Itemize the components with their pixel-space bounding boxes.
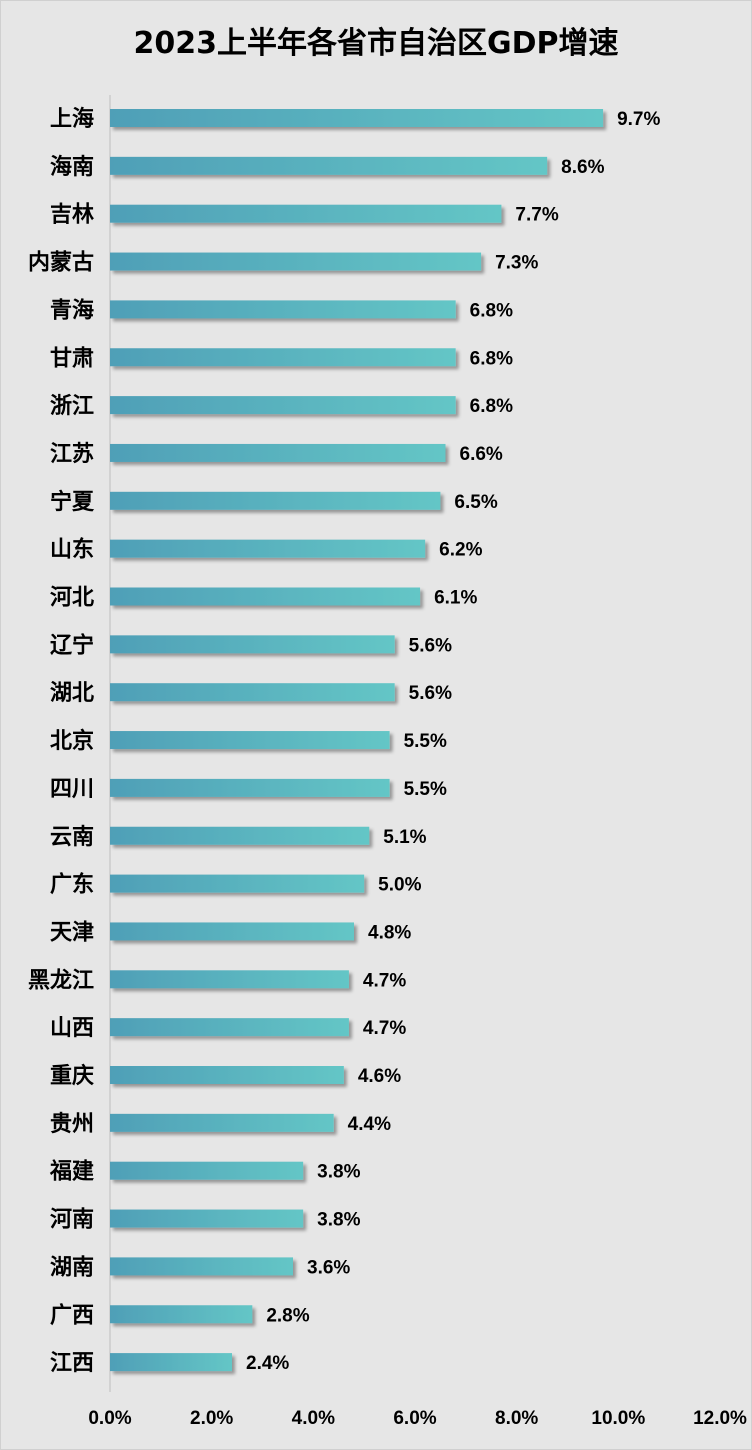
bar <box>110 826 370 845</box>
data-label: 6.6% <box>460 444 503 465</box>
x-tick-label: 0.0% <box>88 1408 131 1429</box>
x-tick-label: 8.0% <box>495 1408 538 1429</box>
category-label: 山西 <box>50 1016 94 1041</box>
category-label: 河南 <box>50 1208 94 1233</box>
bar <box>110 874 365 893</box>
bar <box>110 731 390 750</box>
category-label: 辽宁 <box>50 632 94 658</box>
category-label: 山东 <box>50 537 94 563</box>
category-label: 贵州 <box>50 1112 94 1137</box>
bar <box>110 204 502 223</box>
category-label: 湖南 <box>50 1255 94 1280</box>
chart-title: 2023上半年各省市自治区GDP增速 <box>133 26 619 61</box>
x-tick-label: 10.0% <box>591 1408 645 1429</box>
bar <box>110 1018 349 1037</box>
data-label: 6.8% <box>470 348 513 369</box>
data-label: 4.7% <box>363 970 406 991</box>
category-label: 江西 <box>50 1351 94 1376</box>
data-label: 5.6% <box>409 635 452 656</box>
category-label: 吉林 <box>50 202 94 228</box>
bar <box>110 587 421 606</box>
bar <box>110 1209 304 1228</box>
data-label: 6.8% <box>470 396 513 417</box>
data-label: 7.7% <box>515 205 558 226</box>
data-label: 4.7% <box>363 1018 406 1039</box>
bar <box>110 491 441 510</box>
data-label: 4.8% <box>368 922 411 943</box>
data-label: 6.2% <box>439 540 482 561</box>
category-label: 福建 <box>49 1160 94 1185</box>
data-label: 5.6% <box>409 683 452 704</box>
category-label: 广东 <box>50 872 94 898</box>
data-label: 3.8% <box>317 1162 360 1183</box>
bar <box>110 1113 334 1132</box>
bar <box>110 443 446 462</box>
data-label: 5.0% <box>378 875 421 896</box>
bar <box>110 109 604 127</box>
category-label: 云南 <box>50 825 94 850</box>
category-label: 内蒙古 <box>28 250 94 276</box>
category-label: 浙江 <box>50 394 94 419</box>
data-label: 6.5% <box>454 492 497 513</box>
bar <box>110 683 395 702</box>
bar <box>110 300 456 319</box>
x-tick-label: 2.0% <box>190 1408 233 1429</box>
category-label: 上海 <box>50 106 94 132</box>
data-label: 3.6% <box>307 1257 350 1278</box>
category-label: 天津 <box>50 919 94 945</box>
data-label: 5.5% <box>404 731 447 752</box>
bar <box>110 1257 293 1276</box>
x-tick-label: 4.0% <box>292 1408 335 1429</box>
category-label: 甘肃 <box>50 345 94 371</box>
category-label: 海南 <box>50 154 94 180</box>
category-label: 江苏 <box>50 441 94 467</box>
category-label: 北京 <box>50 728 94 754</box>
category-label: 黑龙江 <box>28 968 94 993</box>
bar <box>110 970 349 989</box>
bar <box>110 778 390 797</box>
data-label: 6.8% <box>470 300 513 321</box>
bar <box>110 1305 253 1324</box>
category-label: 四川 <box>50 777 94 802</box>
data-label: 4.6% <box>358 1066 401 1087</box>
bar <box>110 1066 344 1084</box>
category-label: 青海 <box>50 297 94 323</box>
bar <box>110 396 456 415</box>
data-label: 8.6% <box>561 157 604 178</box>
data-label: 5.1% <box>383 827 426 848</box>
bar <box>110 1353 232 1372</box>
data-label: 5.5% <box>404 779 447 800</box>
category-label: 重庆 <box>50 1063 94 1089</box>
bar <box>110 635 395 654</box>
bar <box>110 1161 304 1180</box>
data-label: 2.4% <box>246 1353 289 1374</box>
data-label: 6.1% <box>434 588 477 609</box>
bar <box>110 922 354 941</box>
category-label: 宁夏 <box>50 489 95 515</box>
data-label: 4.4% <box>348 1114 391 1135</box>
data-label: 7.3% <box>495 253 538 274</box>
bar <box>110 348 456 367</box>
x-tick-label: 6.0% <box>393 1408 436 1429</box>
category-label: 广西 <box>50 1302 94 1328</box>
bar <box>110 539 426 558</box>
data-label: 9.7% <box>617 109 660 130</box>
category-label: 湖北 <box>50 681 94 706</box>
data-label: 2.8% <box>266 1305 309 1326</box>
category-label: 河北 <box>50 586 94 611</box>
data-label: 3.8% <box>317 1210 360 1231</box>
x-tick-label: 12.0% <box>693 1408 747 1429</box>
bar <box>110 252 482 271</box>
bar <box>110 156 548 175</box>
